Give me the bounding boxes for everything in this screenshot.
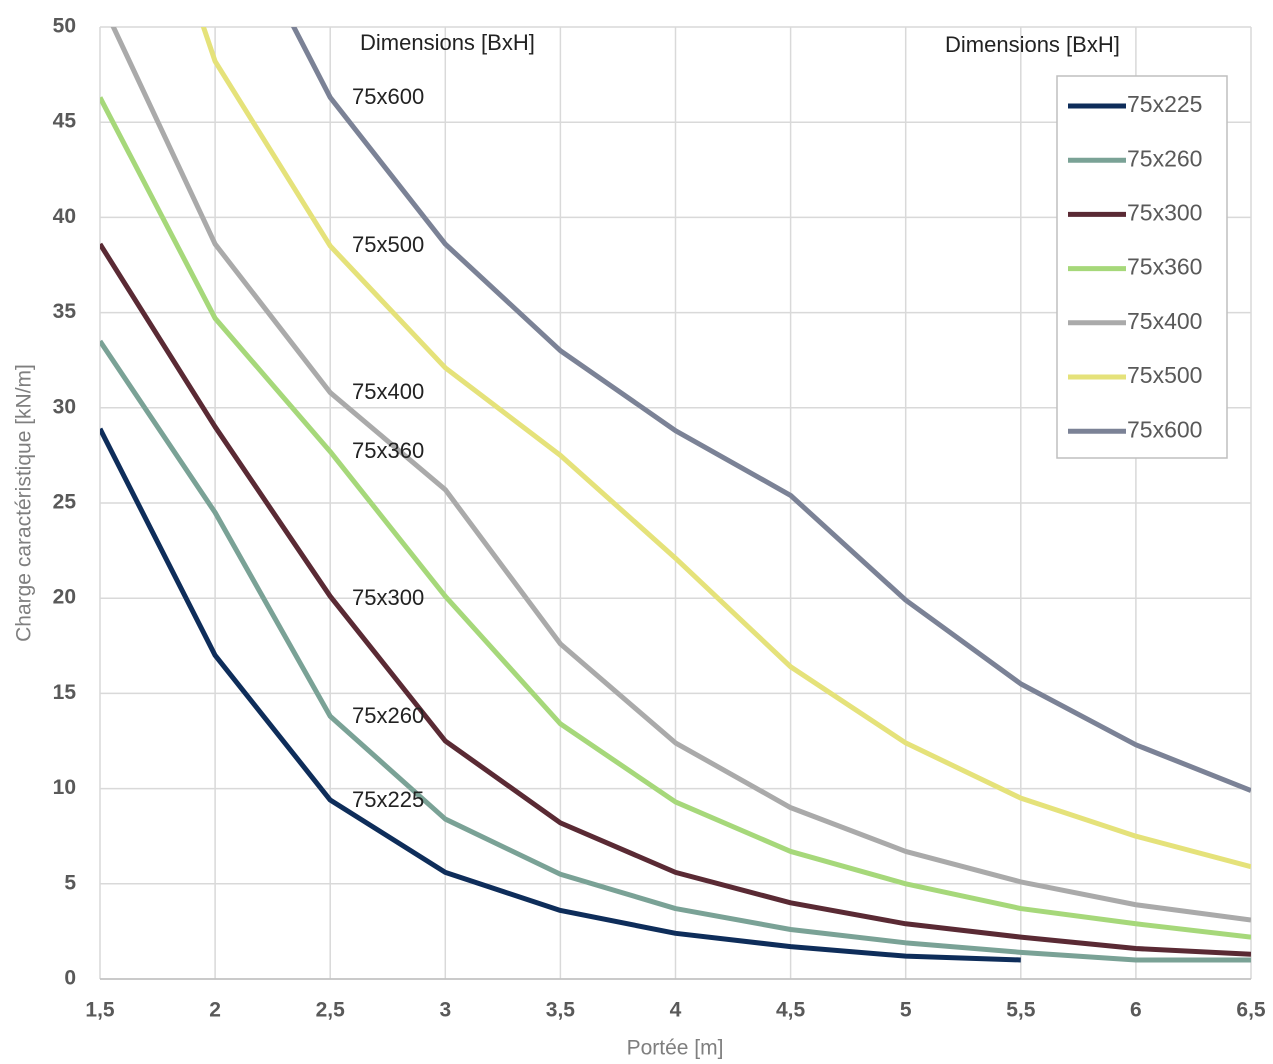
y-axis-title: Charge caractéristique [kN/m] (13, 364, 36, 642)
legend-label: 75x600 (1127, 416, 1202, 442)
x-tick-label: 2,5 (316, 999, 346, 1022)
y-tick-label: 45 (53, 110, 77, 133)
y-tick-label: 50 (53, 15, 76, 38)
y-tick-label: 10 (53, 776, 76, 799)
legend-label: 75x400 (1127, 308, 1202, 334)
legend-label: 75x360 (1127, 254, 1202, 280)
series-line (100, 242, 1251, 957)
legend-label: 75x260 (1127, 145, 1202, 171)
series-label: 75x600 (352, 84, 424, 109)
y-tick-label: 35 (53, 300, 77, 323)
series-line (100, 96, 1251, 940)
series-label: 75x500 (352, 232, 424, 257)
x-tick-label: 6 (1130, 999, 1142, 1022)
x-axis-title: Portée [m] (627, 1037, 724, 1060)
x-tick-label: 4 (670, 999, 682, 1022)
x-tick-label: 3 (439, 999, 451, 1022)
series-line (100, 427, 1021, 963)
series-label: 75x400 (352, 379, 424, 404)
series-label: 75x300 (352, 585, 424, 610)
legend-label: 75x300 (1127, 199, 1202, 225)
y-tick-label: 25 (53, 491, 77, 514)
series-line (110, 27, 1251, 923)
annotation: Dimensions [BxH] (945, 32, 1120, 57)
y-tick-label: 20 (53, 586, 76, 609)
y-tick-label: 5 (64, 871, 76, 894)
series-line (200, 27, 1251, 870)
x-tick-label: 4,5 (776, 999, 806, 1022)
series-label: 75x260 (352, 703, 424, 728)
y-tick-label: 40 (53, 205, 76, 228)
series-line (100, 339, 1251, 963)
series-label: 75x225 (352, 787, 424, 812)
series-label: 75x360 (352, 438, 424, 463)
x-tick-label: 3,5 (546, 999, 576, 1022)
legend-label: 75x500 (1127, 362, 1202, 388)
y-tick-label: 30 (53, 395, 76, 418)
annotation: Dimensions [BxH] (360, 30, 535, 55)
y-tick-label: 15 (53, 681, 77, 704)
x-tick-label: 5,5 (1006, 999, 1036, 1022)
series-line (290, 27, 1251, 793)
legend-label: 75x225 (1127, 91, 1202, 117)
y-tick-label: 0 (64, 967, 76, 990)
x-tick-label: 1,5 (85, 999, 115, 1022)
x-tick-label: 6,5 (1236, 999, 1266, 1022)
x-tick-label: 5 (900, 999, 912, 1022)
x-tick-label: 2 (209, 999, 221, 1022)
